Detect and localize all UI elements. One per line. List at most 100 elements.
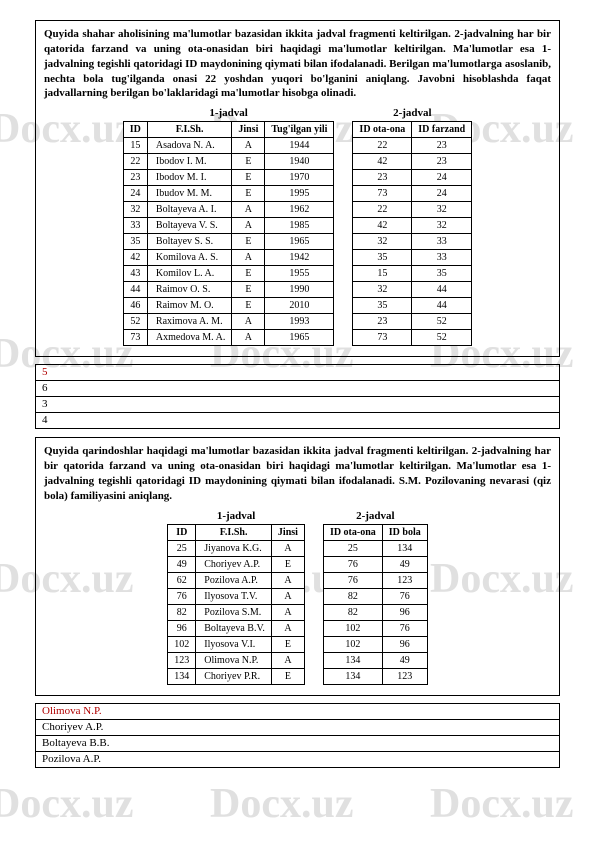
table-cell: Raimov O. S.	[147, 282, 231, 298]
table-cell: 24	[123, 186, 147, 202]
answer-option: 6	[36, 380, 559, 396]
table-cell: E	[271, 556, 304, 572]
table-header: Tug'ilgan yili	[265, 122, 334, 138]
table-cell: 62	[168, 572, 196, 588]
table3: IDF.I.Sh.Jinsi25Jiyanova K.G.A49Choriyev…	[167, 524, 305, 685]
table-row: 3544	[353, 298, 472, 314]
table-cell: 42	[353, 218, 412, 234]
table-cell: A	[232, 218, 265, 234]
answer-option: Pozilova A.P.	[36, 751, 559, 767]
table-row: 49Choriyev A.P.E	[168, 556, 305, 572]
table-cell: Pozilova S.M.	[196, 604, 272, 620]
table-cell: 1985	[265, 218, 334, 234]
table-row: 62Pozilova A.P.A	[168, 572, 305, 588]
table-cell: 44	[412, 282, 472, 298]
table-cell: E	[232, 234, 265, 250]
answers-1: 5634	[35, 364, 560, 429]
table-cell: 42	[123, 250, 147, 266]
table-cell: 1970	[265, 170, 334, 186]
table-row: 52Raximova A. M.A1993	[123, 314, 334, 330]
table-cell: 76	[382, 588, 427, 604]
table2-wrap: 2-jadval ID ota-onaID farzand22234223232…	[352, 107, 472, 346]
table-cell: 44	[123, 282, 147, 298]
table-cell: 52	[412, 330, 472, 346]
table-cell: Axmedova M. A.	[147, 330, 231, 346]
table-cell: A	[232, 314, 265, 330]
table-cell: 73	[353, 330, 412, 346]
table-cell: Ibodov M. I.	[147, 170, 231, 186]
table-cell: 32	[412, 218, 472, 234]
table-cell: E	[232, 282, 265, 298]
table-cell: 24	[412, 170, 472, 186]
table-cell: 33	[412, 250, 472, 266]
table2-title: 2-jadval	[393, 107, 432, 119]
table-row: 3533	[353, 250, 472, 266]
table-cell: 73	[123, 330, 147, 346]
table-cell: 2010	[265, 298, 334, 314]
table-cell: 1990	[265, 282, 334, 298]
table1-title: 1-jadval	[209, 107, 248, 119]
table-cell: A	[232, 202, 265, 218]
table-cell: Komilova A. S.	[147, 250, 231, 266]
table-header: F.I.Sh.	[196, 524, 272, 540]
table-cell: A	[271, 620, 304, 636]
table-cell: 33	[412, 234, 472, 250]
table-cell: E	[232, 170, 265, 186]
table-cell: 49	[382, 556, 427, 572]
table-cell: 1944	[265, 138, 334, 154]
table4-wrap: 2-jadval ID ota-onaID bola25134764976123…	[323, 510, 428, 685]
table-cell: E	[232, 186, 265, 202]
table-cell: 1965	[265, 330, 334, 346]
answer-option: 5	[36, 364, 559, 380]
table-cell: 23	[353, 314, 412, 330]
table-cell: 52	[412, 314, 472, 330]
table-row: 2232	[353, 202, 472, 218]
table-row: 23Ibodov M. I.E1970	[123, 170, 334, 186]
table-cell: Choriyev A.P.	[196, 556, 272, 572]
table-row: 8276	[323, 588, 427, 604]
table-cell: 35	[353, 298, 412, 314]
table-cell: 1965	[265, 234, 334, 250]
table-cell: 123	[382, 572, 427, 588]
table-cell: 33	[123, 218, 147, 234]
table-cell: E	[271, 636, 304, 652]
table-row: 82Pozilova S.M.A	[168, 604, 305, 620]
table1: IDF.I.Sh.JinsiTug'ilgan yili15Asadova N.…	[123, 121, 335, 346]
table-cell: A	[232, 330, 265, 346]
table-cell: 1942	[265, 250, 334, 266]
table-cell: 76	[382, 620, 427, 636]
table-cell: E	[271, 668, 304, 684]
table-row: 24Ibudov M. M.E1995	[123, 186, 334, 202]
answers-2: Olimova N.P.Choriyev A.P.Boltayeva B.B.P…	[35, 703, 560, 768]
table-header: Jinsi	[232, 122, 265, 138]
table-row: 76123	[323, 572, 427, 588]
table-cell: 23	[123, 170, 147, 186]
table-cell: Choriyev P.R.	[196, 668, 272, 684]
question-block-2: Quyida qarindoshlar haqidagi ma'lumotlar…	[35, 437, 560, 695]
table-cell: 44	[412, 298, 472, 314]
table-cell: 15	[353, 266, 412, 282]
table-cell: Raximova A. M.	[147, 314, 231, 330]
table-row: 2352	[353, 314, 472, 330]
table-row: 4232	[353, 218, 472, 234]
table-row: 1535	[353, 266, 472, 282]
table-cell: 35	[123, 234, 147, 250]
table-row: 123Olimova N.P.A	[168, 652, 305, 668]
table-row: 3244	[353, 282, 472, 298]
table-cell: 35	[412, 266, 472, 282]
table-cell: 76	[168, 588, 196, 604]
table-cell: E	[232, 154, 265, 170]
table-cell: 25	[323, 540, 382, 556]
table-row: 134Choriyev P.R.E	[168, 668, 305, 684]
table-row: 46Raimov M. O.E2010	[123, 298, 334, 314]
table-row: 2324	[353, 170, 472, 186]
table-cell: 102	[168, 636, 196, 652]
table-cell: 134	[323, 652, 382, 668]
table-row: 3233	[353, 234, 472, 250]
table-cell: 35	[353, 250, 412, 266]
table-header: ID	[168, 524, 196, 540]
table-row: 15Asadova N. A.A1944	[123, 138, 334, 154]
table-cell: 1940	[265, 154, 334, 170]
table-cell: 49	[168, 556, 196, 572]
table-row: 10276	[323, 620, 427, 636]
